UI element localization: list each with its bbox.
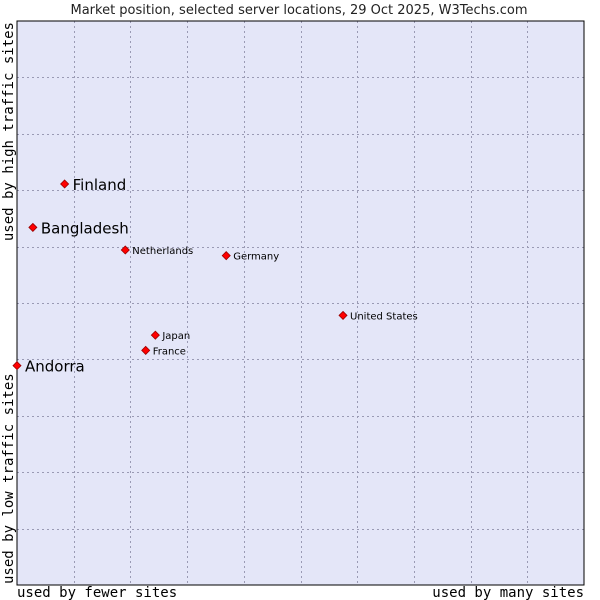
data-point-united-states[interactable]: United States [338,310,418,322]
data-point-bangladesh[interactable]: Bangladesh [28,219,129,237]
data-point-netherlands[interactable]: Netherlands [120,245,193,257]
point-label: France [153,346,186,357]
point-label: Japan [161,331,190,342]
data-point-finland[interactable]: Finland [60,176,127,194]
point-label: Netherlands [132,246,193,257]
point-label: United States [350,311,418,322]
point-marker [28,222,38,232]
chart-title: Market position, selected server locatio… [70,3,527,18]
point-marker [338,310,348,320]
grid-lines [17,21,584,585]
data-point-japan[interactable]: Japan [150,330,190,342]
point-marker [221,251,231,261]
y-axis-label-top: used by high traffic sites [1,22,17,241]
point-marker [60,179,70,189]
plot-area [17,21,584,585]
y-axis-label-bottom: used by low traffic sites [1,373,17,584]
point-marker [150,330,160,340]
x-axis-label-right: used by many sites [432,585,584,600]
point-marker [120,245,130,255]
data-point-germany[interactable]: Germany [221,251,279,263]
point-marker [12,361,22,371]
point-label: Bangladesh [41,219,129,237]
point-marker [141,345,151,355]
point-label: Andorra [25,358,85,376]
plot-frame [16,20,585,586]
x-axis-label-left: used by fewer sites [17,585,177,600]
data-point-andorra[interactable]: Andorra [12,358,85,376]
point-label: Germany [233,252,279,263]
data-point-france[interactable]: France [141,345,186,357]
point-label: Finland [73,176,127,194]
